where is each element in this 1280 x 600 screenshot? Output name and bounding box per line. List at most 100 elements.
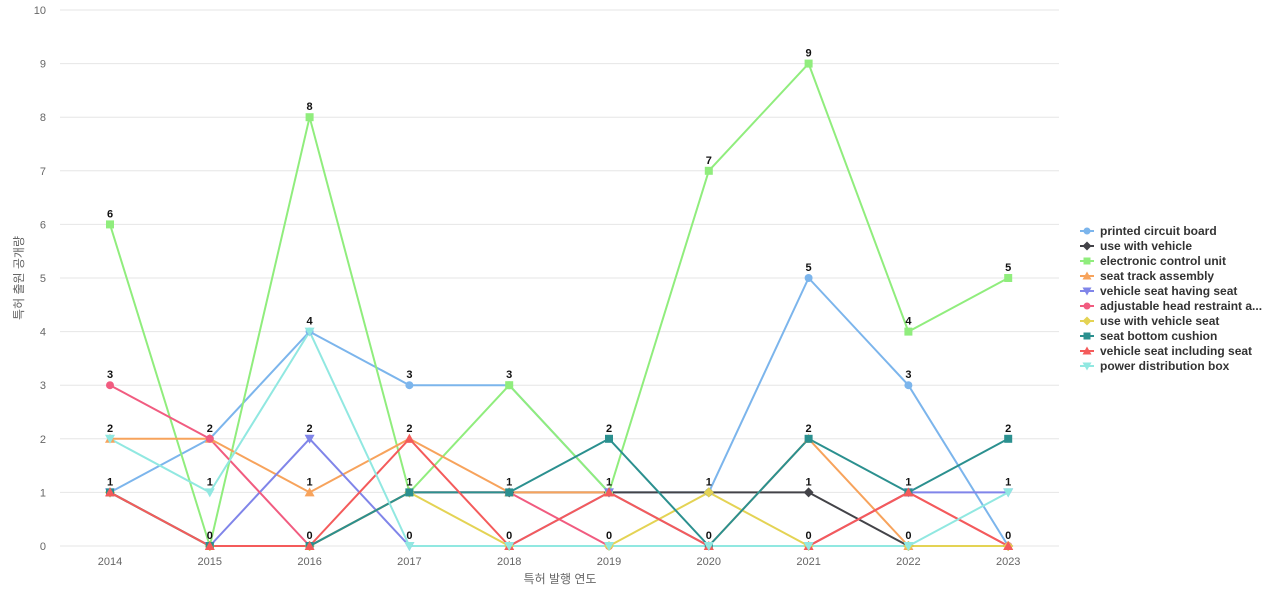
series-markers <box>105 59 1014 551</box>
point-vehicle-seat-including-seat-2016 <box>304 541 315 550</box>
data-label-2023-0: 0 <box>1005 530 1011 542</box>
data-label-2019-0: 0 <box>606 530 612 542</box>
point-electronic-control-unit-2018 <box>505 381 514 390</box>
y-tick-label-6: 6 <box>40 219 46 231</box>
point-printed-circuit-board-2017 <box>405 381 414 390</box>
data-label-2016-2: 2 <box>307 423 313 435</box>
gridlines <box>60 9 1059 547</box>
legend-marker-use-with-vehicle-seat <box>1082 316 1092 326</box>
y-axis-ticks: 0 1 2 3 4 5 6 7 8 9 10 <box>34 5 46 553</box>
point-power-distribution-box-2022 <box>903 542 914 551</box>
legend-item-vehicle-seat-having-seat[interactable]: vehicle seat having seat <box>1080 284 1237 298</box>
point-seat-bottom-cushion-2018 <box>505 488 514 497</box>
y-tick-label-5: 5 <box>40 273 46 285</box>
legend-item-adjustable-head-restraint-a[interactable]: adjustable head restraint a... <box>1080 299 1262 313</box>
y-tick-label-9: 9 <box>40 59 46 71</box>
data-label-2017-1: 1 <box>406 476 412 488</box>
data-label-2018-3: 3 <box>506 369 512 381</box>
y-tick-label-0: 0 <box>40 541 46 553</box>
x-tick-label-2014: 2014 <box>98 556 122 568</box>
data-label-2015-1: 1 <box>207 476 213 488</box>
data-label-2017-2: 2 <box>406 423 412 435</box>
y-tick-label-2: 2 <box>40 434 46 446</box>
data-label-2022-1: 1 <box>905 476 911 488</box>
data-label-2016-4: 4 <box>307 316 314 328</box>
data-label-2014-1: 1 <box>107 476 113 488</box>
legend-item-use-with-vehicle[interactable]: use with vehicle <box>1080 239 1192 253</box>
x-tick-label-2021: 2021 <box>796 556 820 568</box>
series-line-power-distribution-box <box>109 330 1009 547</box>
point-electronic-control-unit-2023 <box>1004 274 1013 282</box>
point-adjustable-head-restraint-a-2015 <box>205 434 214 443</box>
point-electronic-control-unit-2016 <box>305 113 314 122</box>
data-label-2022-0: 0 <box>905 530 911 542</box>
legend-label-use-with-vehicle: use with vehicle <box>1100 239 1192 253</box>
data-label-2022-3: 3 <box>905 369 911 381</box>
point-power-distribution-box-2021 <box>803 542 814 551</box>
point-electronic-control-unit-2021 <box>804 59 813 68</box>
x-tick-label-2022: 2022 <box>896 556 920 568</box>
legend-item-seat-track-assembly[interactable]: seat track assembly <box>1080 269 1214 283</box>
point-power-distribution-box-2020 <box>703 542 714 551</box>
series-line-electronic-control-unit <box>109 62 1009 547</box>
y-tick-label-7: 7 <box>40 166 46 178</box>
point-seat-bottom-cushion-2019 <box>605 434 613 443</box>
point-vehicle-seat-including-seat-2019 <box>604 487 614 497</box>
data-label-2021-9: 9 <box>806 48 812 60</box>
data-label-2021-1: 1 <box>806 476 812 488</box>
point-seat-bottom-cushion-2017 <box>405 488 414 497</box>
legend-label-vehicle-seat-including-seat: vehicle seat including seat <box>1100 344 1252 358</box>
legend-item-use-with-vehicle-seat[interactable]: use with vehicle seat <box>1080 314 1219 328</box>
point-use-with-vehicle-seat-2020 <box>703 487 714 498</box>
series-line-seat-track-assembly <box>110 437 1009 547</box>
y-tick-label-1: 1 <box>40 487 46 499</box>
x-tick-label-2017: 2017 <box>397 556 421 568</box>
point-electronic-control-unit-2020 <box>704 166 713 175</box>
point-vehicle-seat-including-seat-2017 <box>404 433 415 443</box>
data-label-2023-1: 1 <box>1005 476 1011 488</box>
x-tick-label-2023: 2023 <box>996 556 1020 568</box>
point-seat-bottom-cushion-2023 <box>1004 434 1013 443</box>
x-tick-label-2019: 2019 <box>597 556 621 568</box>
data-label-2015-0: 0 <box>207 530 213 542</box>
legend-marker-use-with-vehicle <box>1082 241 1092 251</box>
point-electronic-control-unit-2014 <box>106 220 114 229</box>
legend-item-printed-circuit-board[interactable]: printed circuit board <box>1080 224 1217 238</box>
legend-item-power-distribution-box[interactable]: power distribution box <box>1080 359 1230 373</box>
legend-marker-vehicle-seat-having-seat <box>1082 287 1092 296</box>
point-power-distribution-box-2014 <box>105 434 115 444</box>
x-axis-title: 특허 발행 연도 <box>524 571 597 586</box>
point-power-distribution-box-2017 <box>404 542 415 551</box>
data-label-2018-0: 0 <box>506 530 512 542</box>
legend-marker-seat-track-assembly <box>1082 271 1092 280</box>
data-label-2017-3: 3 <box>406 369 412 381</box>
legend-marker-seat-bottom-cushion <box>1083 332 1091 340</box>
point-printed-circuit-board-2022 <box>904 381 913 390</box>
x-tick-label-2015: 2015 <box>198 556 222 568</box>
legend-label-power-distribution-box: power distribution box <box>1100 359 1230 373</box>
data-label-2014-2: 2 <box>107 423 113 435</box>
point-vehicle-seat-including-seat-2015 <box>204 541 215 550</box>
data-label-2021-5: 5 <box>806 262 812 274</box>
legend-marker-printed-circuit-board <box>1083 227 1091 235</box>
legend-item-seat-bottom-cushion[interactable]: seat bottom cushion <box>1080 329 1217 343</box>
point-printed-circuit-board-2021 <box>804 274 813 282</box>
point-vehicle-seat-including-seat-2022 <box>903 487 914 497</box>
legend-label-seat-track-assembly: seat track assembly <box>1100 269 1214 283</box>
data-label-2017-0: 0 <box>406 530 412 542</box>
point-seat-track-assembly-2016 <box>304 487 315 497</box>
legend-item-vehicle-seat-including-seat[interactable]: vehicle seat including seat <box>1080 344 1252 358</box>
series-lines <box>109 62 1010 547</box>
legend-item-electronic-control-unit[interactable]: electronic control unit <box>1080 254 1226 268</box>
legend-label-seat-bottom-cushion: seat bottom cushion <box>1100 329 1217 343</box>
legend-marker-electronic-control-unit <box>1083 257 1091 265</box>
x-tick-label-2016: 2016 <box>297 556 321 568</box>
data-label-2022-4: 4 <box>905 316 912 328</box>
legend-label-printed-circuit-board: printed circuit board <box>1100 224 1217 238</box>
data-label-2018-1: 1 <box>506 476 512 488</box>
data-label-2023-5: 5 <box>1005 262 1011 274</box>
legend-label-use-with-vehicle-seat: use with vehicle seat <box>1100 314 1219 328</box>
point-power-distribution-box-2018 <box>504 542 515 551</box>
data-label-2015-2: 2 <box>207 423 213 435</box>
